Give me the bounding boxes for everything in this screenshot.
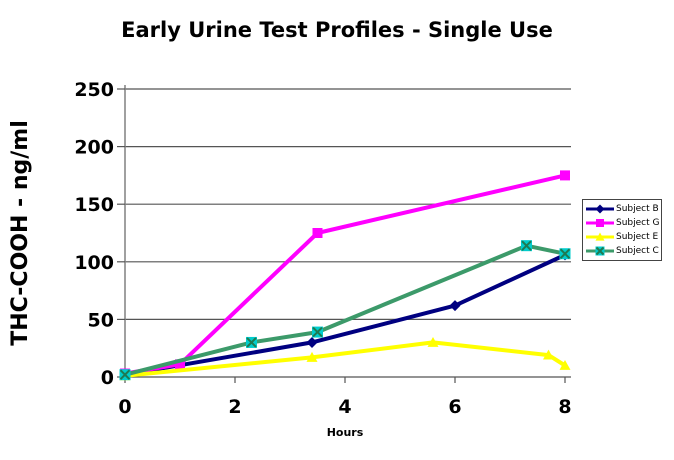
legend-marker-subject-e [595, 232, 605, 241]
x-tick-label-2: 2 [228, 396, 241, 418]
legend-swatch-subject-b [586, 204, 614, 214]
marker-subject-e-4 [559, 359, 571, 370]
y-tick-label-200: 200 [74, 137, 114, 159]
legend-swatch-subject-c [586, 246, 614, 256]
legend-marker-subject-g [596, 219, 604, 227]
y-tick-label-150: 150 [74, 194, 114, 216]
legend: Subject B Subject G Subject E Subject C [582, 199, 662, 261]
marker-subject-g-1 [175, 359, 185, 370]
legend-swatch-subject-g [586, 219, 614, 227]
chart-title: Early Urine Test Profiles - Single Use [121, 18, 553, 42]
legend-swatch-subject-e [586, 232, 614, 241]
legend-item-subject-b: Subject B [585, 203, 659, 216]
marker-subject-b-1 [306, 336, 318, 348]
marker-subject-c-1 [246, 336, 257, 348]
marker-subject-g-2 [312, 228, 323, 238]
y-tick-label-0: 0 [101, 367, 114, 389]
legend-label-subject-c: Subject C [616, 246, 659, 256]
legend-item-subject-e: Subject E [585, 231, 659, 244]
legend-label-subject-g: Subject G [616, 218, 660, 228]
legend-item-subject-c: Subject C [585, 245, 659, 258]
x-axis-title: Hours [326, 426, 364, 439]
x-tick-label-8: 8 [558, 396, 571, 418]
legend-marker-subject-c [595, 246, 605, 256]
y-tick-label-100: 100 [74, 252, 114, 274]
y-tick-label-250: 250 [74, 79, 114, 101]
series-line-subject-b [123, 252, 567, 377]
y-tick-label-50: 50 [88, 309, 114, 331]
marker-subject-c-4 [559, 248, 571, 260]
marker-subject-g-3 [560, 170, 570, 181]
series-line-subject-g [123, 173, 567, 376]
legend-marker-subject-b [595, 204, 605, 214]
legend-item-subject-g: Subject G [585, 217, 659, 230]
marker-subject-c-2 [312, 326, 323, 338]
marker-subject-b-2 [449, 300, 461, 312]
legend-label-subject-b: Subject B [616, 204, 659, 214]
marker-subject-c-3 [521, 240, 532, 252]
x-tick-label-6: 6 [448, 396, 461, 418]
x-tick-label-4: 4 [338, 396, 351, 418]
marker-subject-e-2 [427, 336, 439, 347]
x-tick-label-0: 0 [118, 396, 131, 418]
marker-subject-e-1 [306, 351, 318, 362]
marker-subject-c-0 [119, 369, 131, 381]
legend-label-subject-e: Subject E [616, 232, 659, 242]
marker-subject-e-3 [543, 349, 554, 360]
